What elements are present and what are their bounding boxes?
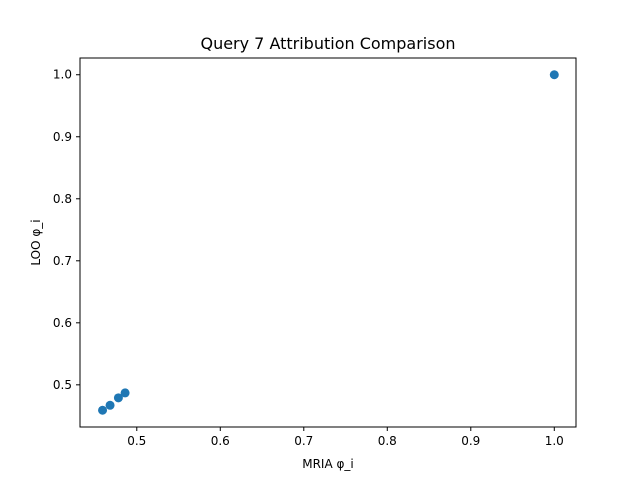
data-point xyxy=(120,388,130,398)
y-tick-label: 0.8 xyxy=(53,192,72,206)
x-tick-label: 1.0 xyxy=(545,434,564,448)
x-tick-label: 0.9 xyxy=(461,434,480,448)
x-tick-label: 0.7 xyxy=(294,434,313,448)
axis-ticks: 0.5 0.6 0.7 0.8 0.9 1.0 0.5 0.6 0.7 0.8 0.9 1.0 xyxy=(53,68,564,448)
y-tick-label: 0.9 xyxy=(53,130,72,144)
plot-area-frame xyxy=(79,57,577,428)
x-tick-label: 0.5 xyxy=(127,434,146,448)
x-tick-label: 0.6 xyxy=(211,434,230,448)
data-point xyxy=(98,405,108,415)
y-axis-label: LOO φ_i xyxy=(29,219,43,265)
data-point xyxy=(105,400,115,410)
chart-title: Query 7 Attribution Comparison xyxy=(200,34,455,53)
y-tick-label: 0.5 xyxy=(53,378,72,392)
data-point xyxy=(113,393,123,403)
x-tick-label: 0.8 xyxy=(378,434,397,448)
x-axis-label: MRIA φ_i xyxy=(302,457,354,471)
y-tick-label: 0.6 xyxy=(53,316,72,330)
data-point xyxy=(549,70,559,80)
y-tick-label: 1.0 xyxy=(53,68,72,82)
y-tick-label: 0.7 xyxy=(53,254,72,268)
data-points xyxy=(98,70,559,415)
